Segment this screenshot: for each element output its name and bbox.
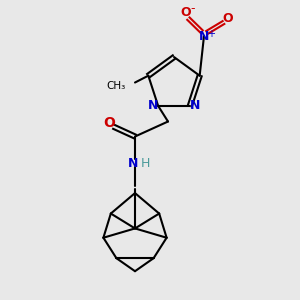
Text: H: H (141, 157, 150, 170)
Text: N: N (128, 157, 139, 170)
Text: +: + (207, 29, 214, 39)
Text: O: O (103, 116, 116, 130)
Text: -: - (190, 2, 195, 15)
Text: O: O (181, 6, 191, 19)
Text: N: N (190, 99, 200, 112)
Text: CH₃: CH₃ (107, 80, 126, 91)
Text: N: N (199, 29, 209, 43)
Text: N: N (148, 99, 158, 112)
Text: O: O (223, 11, 233, 25)
